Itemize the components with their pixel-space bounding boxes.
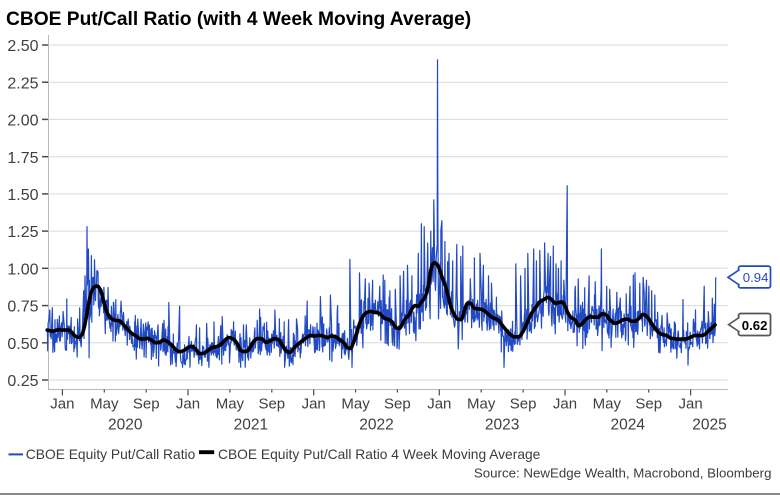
svg-text:CBOE Put/Call Ratio (with 4 We: CBOE Put/Call Ratio (with 4 Week Moving … [6,9,471,30]
svg-text:2025: 2025 [692,417,726,434]
svg-text:Jan: Jan [427,395,451,412]
svg-text:0.50: 0.50 [7,336,38,353]
svg-text:Jan: Jan [553,395,577,412]
svg-text:2022: 2022 [359,417,393,434]
svg-text:Sep: Sep [384,395,411,412]
svg-text:2023: 2023 [485,417,519,434]
svg-text:May: May [341,395,370,412]
svg-text:Sep: Sep [635,395,662,412]
svg-text:0.75: 0.75 [7,299,38,316]
svg-text:1.50: 1.50 [7,187,38,204]
svg-text:CBOE Equity Put/Call Ratio 4 W: CBOE Equity Put/Call Ratio 4 Week Moving… [218,447,541,462]
svg-text:0.94: 0.94 [743,270,769,285]
svg-text:May: May [467,395,496,412]
svg-text:2.25: 2.25 [7,75,38,92]
svg-text:1.75: 1.75 [7,150,38,167]
svg-text:CBOE Equity Put/Call Ratio: CBOE Equity Put/Call Ratio [26,447,196,462]
svg-text:Jan: Jan [176,395,200,412]
svg-text:Sep: Sep [133,395,160,412]
svg-text:Jan: Jan [302,395,326,412]
svg-text:2020: 2020 [108,417,143,434]
svg-text:Jan: Jan [50,395,74,412]
svg-text:1.00: 1.00 [7,261,38,278]
svg-text:Source: NewEdge Wealth, Macrob: Source: NewEdge Wealth, Macrobond, Bloom… [474,466,772,481]
svg-text:0.62: 0.62 [742,318,768,333]
svg-text:Jan: Jan [679,395,703,412]
svg-text:May: May [90,395,119,412]
svg-text:1.25: 1.25 [7,224,38,241]
svg-text:Sep: Sep [510,395,537,412]
svg-text:2021: 2021 [234,417,268,434]
svg-text:May: May [593,395,622,412]
svg-text:Sep: Sep [258,395,285,412]
svg-text:2024: 2024 [611,417,646,434]
svg-text:0.25: 0.25 [7,373,38,390]
svg-text:2.50: 2.50 [7,38,38,55]
svg-text:May: May [216,395,245,412]
svg-text:2.00: 2.00 [7,113,38,130]
